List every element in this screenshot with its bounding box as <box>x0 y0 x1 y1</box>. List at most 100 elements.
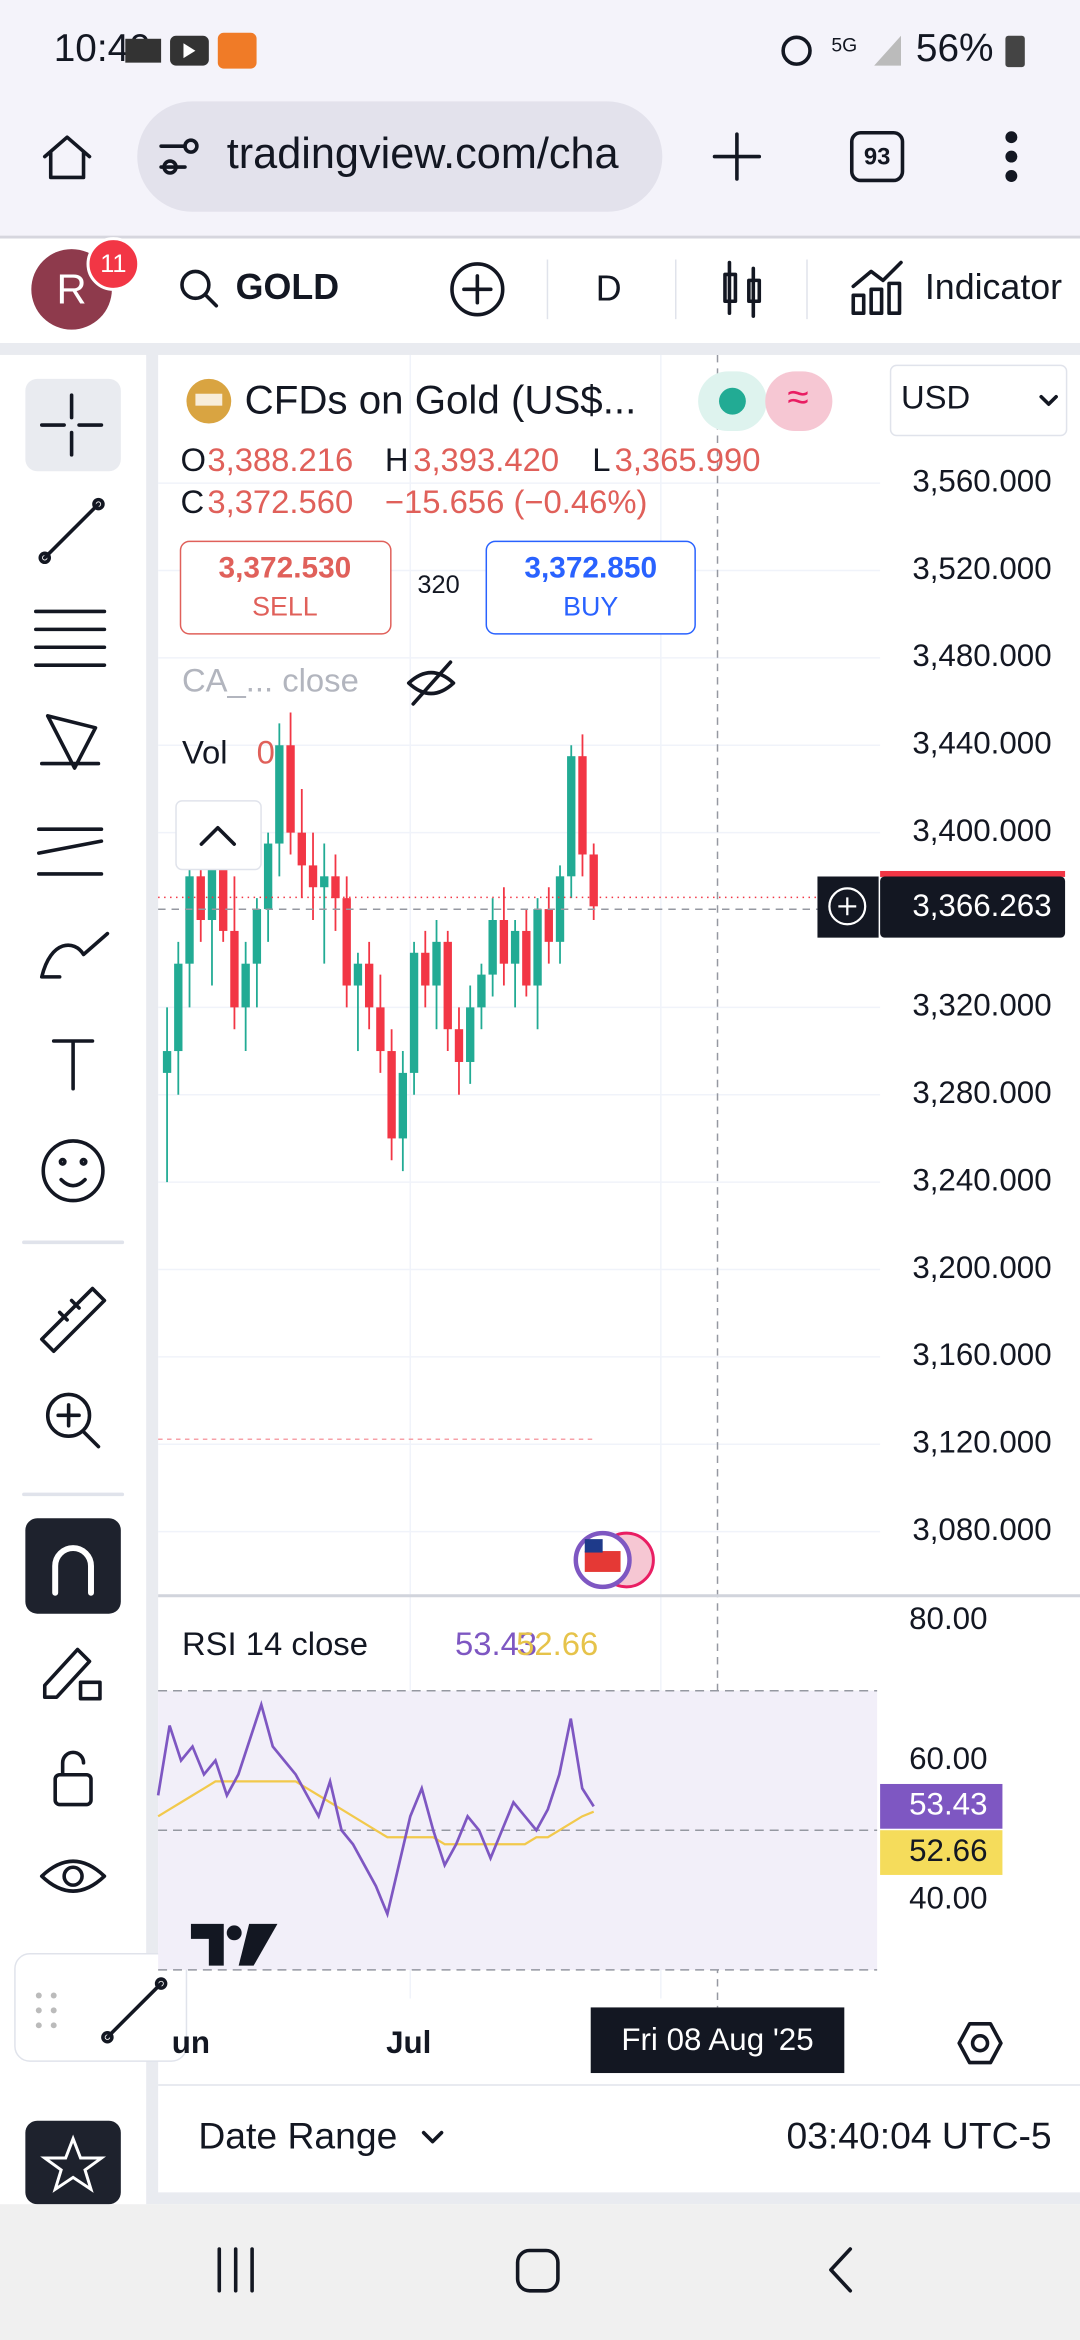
candle-body <box>207 865 217 921</box>
interval[interactable]: D <box>596 268 622 308</box>
price-change: −15.656 (−0.46%) <box>385 483 648 520</box>
volume-label: Vol <box>182 733 228 770</box>
buy-button[interactable] <box>485 540 696 635</box>
svg-text:5G: 5G <box>831 34 857 56</box>
favorites[interactable] <box>25 2120 121 2205</box>
chart-title: CFDs on Gold (US$... <box>245 377 637 422</box>
crosshair-date-box <box>590 2007 845 2074</box>
rsi-tick-label: 60.00 <box>909 1741 987 1776</box>
recent-apps[interactable] <box>217 2247 254 2293</box>
y-tick-label: 3,320.000 <box>912 988 1051 1023</box>
rsi-ma-line <box>157 1780 595 1846</box>
rsi-label: RSI 14 close <box>182 1625 368 1662</box>
y-tick-label: 3,400.000 <box>912 813 1051 848</box>
candle-body <box>454 1029 464 1062</box>
tv-logo <box>190 1923 278 1966</box>
spread: 320 <box>417 571 459 599</box>
candle-body <box>432 941 441 986</box>
candle-body <box>533 909 542 986</box>
y-tick-label: 3,200.000 <box>912 1250 1051 1285</box>
candle-body <box>589 854 598 907</box>
indicators-button[interactable]: Indicator <box>925 267 1062 307</box>
rsi-ma-box <box>880 1830 1003 1875</box>
svg-text:≈: ≈ <box>787 376 808 419</box>
currency-select[interactable] <box>889 364 1068 437</box>
sell-price: 3,372.530 <box>219 552 352 585</box>
candle-body <box>353 963 363 986</box>
candle-body <box>499 920 509 964</box>
collapse-legend[interactable] <box>175 800 262 871</box>
buy-label: BUY <box>563 592 618 622</box>
clock: 03:40:04 UTC-5 <box>786 2115 1051 2157</box>
rsi-tick-label: 40.00 <box>909 1880 987 1915</box>
tabs-button[interactable] <box>849 130 905 183</box>
home-nav[interactable] <box>515 2248 560 2293</box>
rsi-ma-tag: 52.66 <box>909 1833 987 1868</box>
indicators-icon[interactable] <box>851 260 903 315</box>
volume-value: 0 <box>257 733 275 770</box>
candle-body <box>230 930 239 1008</box>
candle-body <box>544 909 553 942</box>
candle-body <box>320 876 329 888</box>
price-label-box <box>880 876 1066 938</box>
buy-price: 3,372.850 <box>524 552 657 585</box>
sell-button[interactable] <box>179 540 392 635</box>
candle-body <box>522 930 531 986</box>
battery: 56% <box>916 27 994 70</box>
settings[interactable] <box>957 2022 1003 2065</box>
y-tick-label: 3,480.000 <box>912 638 1051 673</box>
new-tab[interactable] <box>712 132 762 181</box>
drawing-tools[interactable] <box>22 378 125 1893</box>
y-tick-label: 3,080.000 <box>912 1512 1051 1547</box>
menu-button[interactable] <box>1005 131 1018 182</box>
back-nav[interactable] <box>829 2247 853 2293</box>
candle-body <box>510 930 520 964</box>
ohlc-value: 3,365.990 <box>615 441 761 478</box>
tab-count: 93 <box>864 143 891 170</box>
rsi-value: 53.43 <box>455 1625 537 1662</box>
candle-body <box>387 1051 396 1139</box>
avatar-letter: R <box>57 265 87 312</box>
price-pane: 3,560.000 3,520.000 3,480.000 3,440.000 3,40… <box>158 354 1066 2008</box>
candle-body <box>342 898 351 986</box>
top-toolbar <box>0 238 1080 344</box>
candle-body <box>174 963 183 1052</box>
candle-body <box>275 745 284 844</box>
event-flag[interactable] <box>573 1530 655 1590</box>
hidden-indicator: CA_... close <box>182 662 359 699</box>
sell-label: SELL <box>252 592 318 622</box>
plus-icon <box>828 887 867 926</box>
date-range[interactable]: Date Range <box>198 2115 397 2157</box>
candle-body <box>196 876 205 921</box>
ohlc-label: H <box>385 441 409 478</box>
y-tick-label: 3,160.000 <box>912 1337 1051 1372</box>
candle-body <box>297 832 306 866</box>
rsi-values-line <box>156 1700 595 1919</box>
y-tick-label: 3,560.000 <box>912 463 1051 498</box>
rsi-value-tag: 53.43 <box>909 1787 987 1822</box>
candle-body <box>376 1007 385 1052</box>
candle-body <box>286 745 295 833</box>
symbol-search[interactable]: GOLD <box>236 267 339 307</box>
rsi-ma-value: 52.66 <box>516 1625 598 1662</box>
candle-body <box>567 756 576 877</box>
chart-type[interactable] <box>723 260 762 318</box>
candle-body <box>263 843 273 910</box>
candle-body <box>219 865 228 931</box>
compare-button[interactable] <box>450 262 505 317</box>
candle-body <box>466 1007 475 1062</box>
floating-tool[interactable] <box>14 1952 188 2062</box>
candle-body <box>477 974 486 1008</box>
url-bar[interactable] <box>137 101 663 212</box>
y-tick-label: 3,120.000 <box>912 1424 1051 1459</box>
visibility-toggle[interactable] <box>406 660 456 706</box>
home-button[interactable] <box>42 135 92 180</box>
y-tick-label: 3,440.000 <box>912 726 1051 761</box>
ohlc-label: L <box>592 441 610 478</box>
rsi-tick-label: 80.00 <box>909 1601 987 1636</box>
y-tick-label: 3,280.000 <box>912 1075 1051 1110</box>
candle-body <box>555 876 565 942</box>
crosshair-date: Fri 08 Aug '25 <box>621 2022 813 2057</box>
